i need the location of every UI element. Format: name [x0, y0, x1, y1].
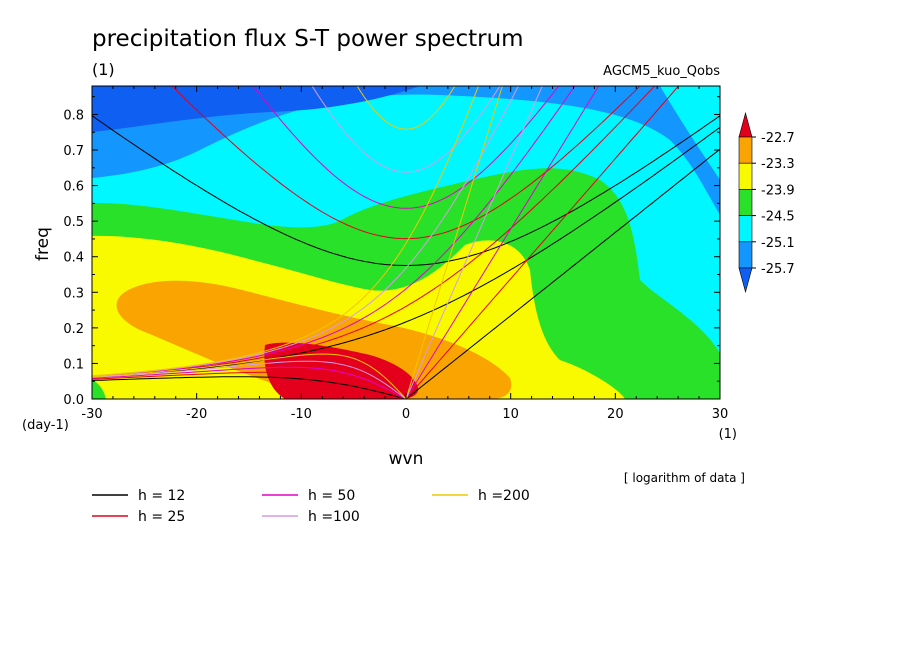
kelvin-curve-h50 — [405, 86, 600, 399]
colorbar-segment — [738, 215, 753, 243]
colorbar-segment — [738, 136, 753, 164]
equatorial-rossby-curve-h100 — [92, 360, 407, 399]
equatorial-rossby-curve-h25 — [92, 371, 407, 399]
y-tick-label: 0.8 — [63, 108, 84, 123]
plot-area — [92, 86, 720, 399]
colorbar-top-triangle — [738, 111, 753, 138]
y-tick-label: 0.5 — [63, 215, 84, 230]
axis-ticks: -30 -20 -10 0 10 20 30 0.0 0.1 0.2 0.3 0.4 0.5 0.6 0.7… — [63, 86, 728, 422]
x-tick-label: 30 — [712, 407, 729, 422]
inertia-gravity-curve-h25 — [171, 86, 641, 240]
chart-title: precipitation flux S-T power spectrum — [92, 26, 524, 52]
legend-label: h = 25 — [138, 509, 185, 525]
kelvin-curve-h25 — [405, 86, 680, 399]
x-tick-label: 0 — [402, 407, 410, 422]
band-cyan-right — [660, 86, 720, 180]
y-axis-title: freq — [33, 227, 53, 261]
x-tick-label: -20 — [186, 407, 207, 422]
y-tick-label: 0.2 — [63, 322, 84, 337]
colorbar-segment — [738, 241, 753, 269]
colorbar: -22.7 -23.3 -23.9 -24.5 -25.1 -25.7 — [738, 111, 795, 294]
colorbar-segment — [738, 189, 753, 216]
y-tick-label: 0.3 — [63, 286, 84, 301]
band-blue — [92, 86, 720, 215]
y-tick-label: 0.4 — [63, 251, 84, 266]
legend-label: h = 50 — [308, 488, 355, 504]
equatorial-rossby-curve-h50 — [92, 366, 407, 399]
x-tick-label: -10 — [291, 407, 312, 422]
x-tick-label: 10 — [502, 407, 519, 422]
mrg-curve-h25 — [92, 86, 656, 378]
kelvin-curve-h200 — [405, 86, 503, 399]
inertia-gravity-curve-h12 — [92, 115, 720, 267]
mrg-curve-h100 — [92, 86, 519, 377]
x-unit-label: (1) — [719, 427, 737, 442]
colorbar-label: -23.9 — [761, 183, 795, 198]
colorbar-segment — [738, 162, 753, 190]
band-green-corner — [92, 380, 106, 399]
legend: h = 12 h = 25 h = 50 h =100 h =200 — [92, 488, 530, 525]
legend-label: h =200 — [478, 488, 530, 504]
kelvin-curve-h100 — [405, 86, 543, 399]
band-orange — [116, 280, 512, 399]
kelvin-curve-h12 — [405, 148, 720, 399]
x-axis-title: wvn — [389, 449, 424, 469]
inertia-gravity-curve-h100 — [311, 86, 501, 173]
y-tick-label: 0.1 — [63, 357, 84, 372]
dispersion-curves — [92, 86, 720, 399]
colorbar-label: -23.3 — [761, 157, 795, 172]
equatorial-rossby-curve-h12 — [92, 376, 407, 399]
colorbar-label: -24.5 — [761, 210, 795, 225]
inertia-gravity-curve-h200 — [356, 86, 456, 130]
colorbar-label: -25.1 — [761, 236, 795, 251]
chart-subtitle-left: (1) — [92, 60, 115, 79]
mrg-curve-h200 — [92, 86, 480, 377]
y-tick-label: 0.7 — [63, 144, 84, 159]
y-tick-label: 0.6 — [63, 180, 84, 195]
legend-label: h =100 — [308, 509, 360, 525]
colorbar-label: -25.7 — [761, 262, 795, 277]
chart-subtitle-right: AGCM5_kuo_Qobs — [603, 64, 720, 79]
y-unit-label: (day-1) — [22, 418, 69, 433]
data-note: [ logarithm of data ] — [624, 471, 745, 485]
mrg-curve-h50 — [92, 86, 576, 377]
legend-label: h = 12 — [138, 488, 185, 504]
x-tick-label: 20 — [607, 407, 624, 422]
y-tick-label: 0.0 — [63, 393, 84, 408]
band-darkblue — [92, 86, 420, 132]
inertia-gravity-curve-h50 — [252, 86, 560, 209]
mrg-curve-h12 — [92, 126, 720, 378]
colorbar-bottom-triangle — [738, 267, 753, 294]
x-tick-label: -30 — [81, 407, 102, 422]
colorbar-label: -22.7 — [761, 131, 795, 146]
equatorial-rossby-curve-h200 — [92, 353, 407, 399]
